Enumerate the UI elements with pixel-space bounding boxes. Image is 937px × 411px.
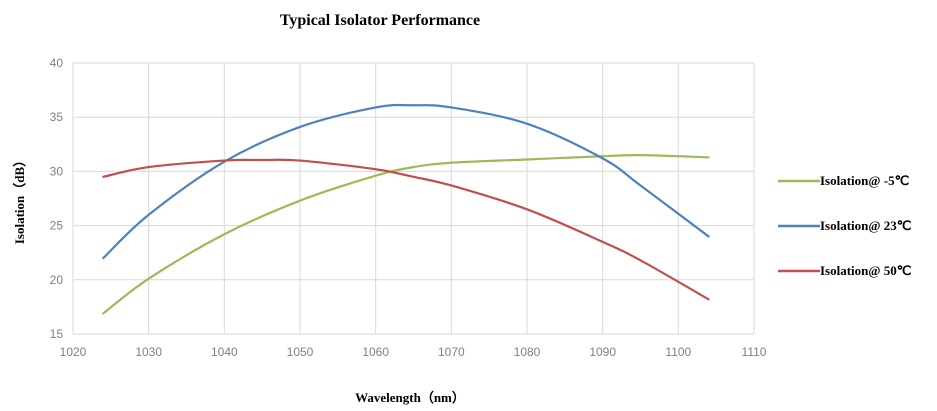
x-tick-label: 1110 xyxy=(742,345,767,359)
chart-title: Typical Isolator Performance xyxy=(280,12,480,29)
y-tick-labels: 15 20 25 30 35 40 xyxy=(50,56,64,341)
legend-label-2: Isolation@ 50℃ xyxy=(820,263,911,278)
series-line-1 xyxy=(102,103,710,260)
x-tick-label: 1020 xyxy=(60,345,87,359)
x-tick-label: 1040 xyxy=(211,345,238,359)
legend-label-0: Isolation@ -5℃ xyxy=(820,173,909,188)
y-tick-label: 30 xyxy=(50,164,64,178)
x-tick-labels: 1020 1030 1040 1050 1060 1070 1080 1090 1100 1110 xyxy=(60,345,767,359)
legend: Isolation@ -5℃ Isolation@ 23℃ Isolation@ 5… xyxy=(778,173,911,278)
y-tick-label: 35 xyxy=(50,110,64,124)
grid xyxy=(72,62,755,335)
y-tick-label: 15 xyxy=(50,327,64,341)
y-tick-label: 20 xyxy=(50,273,64,287)
series-line-2 xyxy=(102,158,710,301)
x-tick-label: 1060 xyxy=(362,345,389,359)
x-tick-label: 1090 xyxy=(589,345,616,359)
series-line-0 xyxy=(102,154,710,315)
x-tick-label: 1070 xyxy=(438,345,465,359)
x-tick-label: 1050 xyxy=(287,345,314,359)
x-axis-label: Wavelength（nm） xyxy=(355,390,465,405)
legend-label-1: Isolation@ 23℃ xyxy=(820,218,911,233)
y-tick-label: 25 xyxy=(50,219,64,233)
x-tick-label: 1100 xyxy=(665,345,691,359)
x-tick-label: 1080 xyxy=(514,345,541,359)
x-tick-label: 1030 xyxy=(135,345,162,359)
y-tick-label: 40 xyxy=(50,56,64,70)
series-lines xyxy=(102,103,710,315)
y-axis-label: Isolation（dB） xyxy=(12,154,27,244)
